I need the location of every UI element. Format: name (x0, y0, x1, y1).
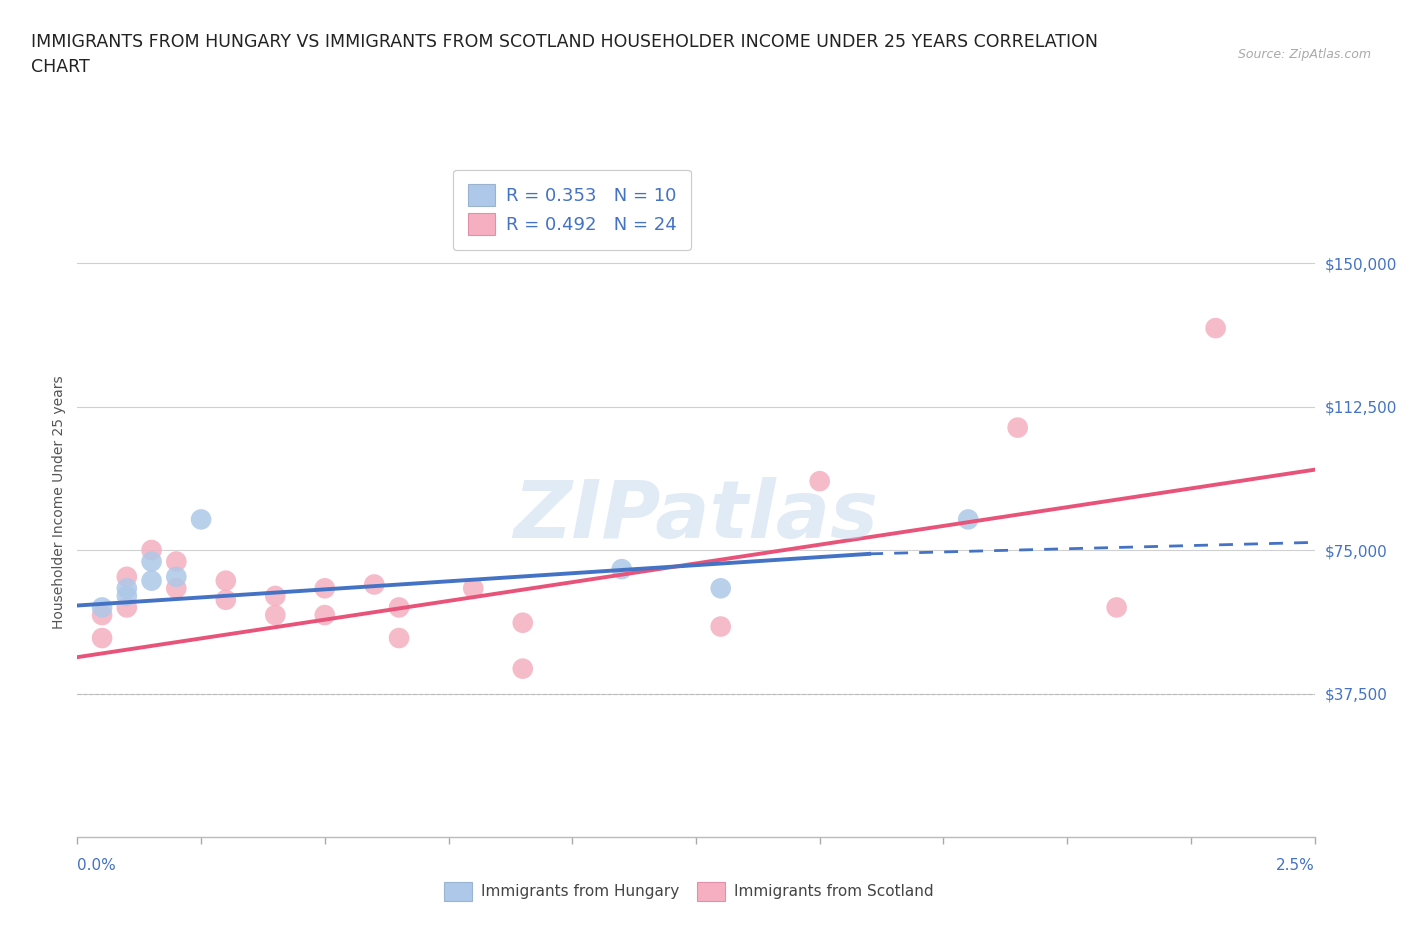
Point (115, 600, 138, 615)
Point (264, 589, 287, 604)
Point (165, 554, 187, 569)
Text: ZIPatlas: ZIPatlas (513, 476, 879, 554)
Point (91, 607, 114, 622)
Point (463, 581, 485, 596)
Point (957, 512, 980, 527)
Point (1007, 420, 1029, 435)
Text: 0.0%: 0.0% (77, 857, 117, 872)
Point (91, 600, 114, 615)
Point (115, 581, 138, 596)
Point (710, 619, 733, 634)
Point (141, 542, 163, 557)
Point (1205, 321, 1227, 336)
Point (215, 573, 238, 588)
Point (215, 592, 238, 607)
Point (190, 512, 212, 527)
Point (710, 581, 733, 596)
Point (314, 607, 336, 622)
Point (610, 562, 633, 577)
Text: 2.5%: 2.5% (1275, 857, 1315, 872)
Point (388, 631, 411, 645)
Point (388, 600, 411, 615)
Text: Source: ZipAtlas.com: Source: ZipAtlas.com (1237, 48, 1371, 61)
Point (1105, 600, 1128, 615)
Point (141, 554, 163, 569)
Point (512, 661, 534, 676)
Y-axis label: Householder Income Under 25 years: Householder Income Under 25 years (52, 376, 66, 629)
Legend: R = 0.353   N = 10, R = 0.492   N = 24: R = 0.353 N = 10, R = 0.492 N = 24 (454, 170, 690, 250)
Text: IMMIGRANTS FROM HUNGARY VS IMMIGRANTS FROM SCOTLAND HOUSEHOLDER INCOME UNDER 25 : IMMIGRANTS FROM HUNGARY VS IMMIGRANTS FR… (31, 33, 1098, 50)
Point (808, 473, 831, 488)
Point (165, 569, 187, 584)
Point (115, 569, 138, 584)
Legend: Immigrants from Hungary, Immigrants from Scotland: Immigrants from Hungary, Immigrants from… (436, 874, 942, 909)
Point (91, 631, 114, 645)
Point (165, 581, 187, 596)
Point (264, 607, 287, 622)
Point (512, 616, 534, 631)
Point (115, 589, 138, 604)
Point (314, 581, 336, 596)
Point (141, 573, 163, 588)
Point (363, 577, 385, 591)
Text: CHART: CHART (31, 58, 90, 75)
